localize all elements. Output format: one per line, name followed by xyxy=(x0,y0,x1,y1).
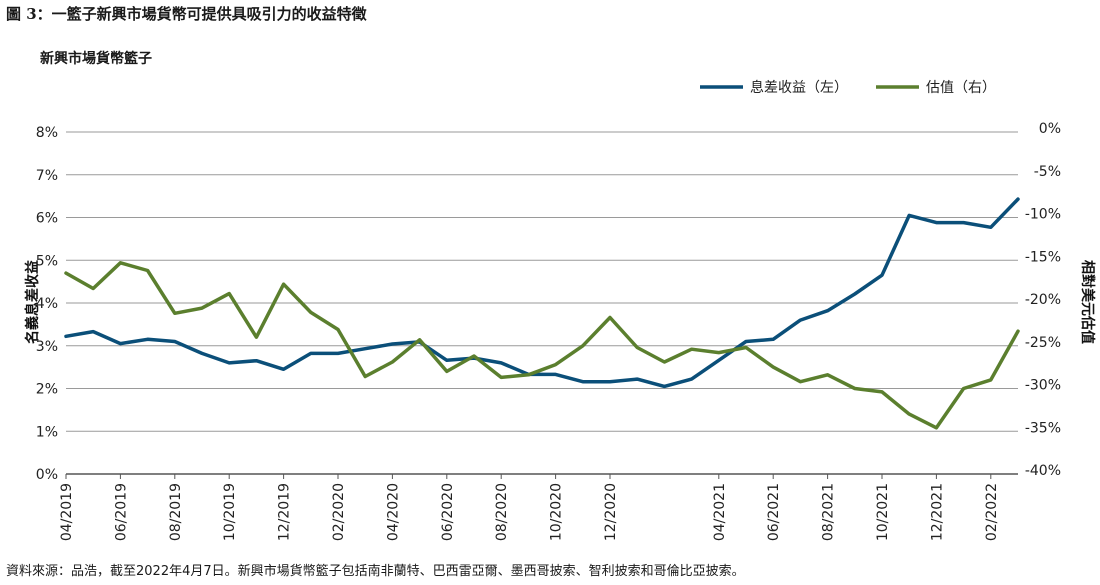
left-tick-label: 7% xyxy=(36,168,58,184)
right-tick-label: 0% xyxy=(1039,121,1061,137)
right-axis-title: 相對美元估值 xyxy=(1079,260,1096,344)
x-tick-label: 10/2020 xyxy=(549,483,565,541)
right-tick-label: -5% xyxy=(1034,164,1061,180)
series-line-carry xyxy=(64,197,1020,389)
x-tick-label: 04/2020 xyxy=(385,483,401,541)
left-tick-label: 8% xyxy=(36,125,58,141)
x-tick-label: 04/2021 xyxy=(712,483,728,541)
x-tick-label: 08/2020 xyxy=(494,483,510,541)
x-tick-label: 02/2020 xyxy=(331,483,347,541)
left-tick-label: 3% xyxy=(36,339,58,355)
right-tick-label: -25% xyxy=(1025,335,1061,351)
x-axis-ticks: 04/2019 06/2019 08/2019 10/2019 12/2019 02/20… xyxy=(59,474,1000,541)
x-tick-label: 12/2019 xyxy=(277,483,293,541)
left-axis-title: 名義息差收益 xyxy=(24,260,41,344)
left-tick-label: 4% xyxy=(36,296,58,312)
right-tick-label: -40% xyxy=(1025,463,1061,479)
x-tick-label: 06/2021 xyxy=(766,483,782,541)
x-tick-label: 06/2019 xyxy=(113,483,129,541)
legend-label-carry: 息差收益（左） xyxy=(750,79,848,96)
series-lines xyxy=(64,197,1020,430)
left-tick-label: 0% xyxy=(36,467,58,483)
x-tick-label: 10/2021 xyxy=(875,483,891,541)
chart-plot: 0%1%2%3%4%5%6%7%8% -40%-35%-30%-25%-20%-… xyxy=(24,79,1096,541)
x-tick-label: 08/2021 xyxy=(821,483,837,541)
right-tick-label: -15% xyxy=(1025,249,1061,265)
left-tick-label: 1% xyxy=(36,424,58,440)
right-tick-label: -20% xyxy=(1025,292,1061,308)
left-axis-ticks: 0% 1% 2% 3% 4% 5% 6% 7% 8% xyxy=(36,125,58,483)
right-tick-label: -30% xyxy=(1025,378,1061,394)
right-axis-ticks: -40% -35% -30% -25% -20% -15% -10% -5% 0% xyxy=(1025,121,1061,479)
left-tick-label: 2% xyxy=(36,382,58,398)
left-tick-label: 5% xyxy=(36,253,58,269)
x-tick-label: 06/2020 xyxy=(440,483,456,541)
chart-legend: 息差收益（左） 估值（右） xyxy=(700,79,996,96)
right-tick-label: -35% xyxy=(1025,420,1061,436)
x-tick-label: 02/2022 xyxy=(984,483,1000,541)
x-tick-label: 12/2021 xyxy=(929,483,945,541)
figure-title: 圖 3：一籃子新興市場貨幣可提供具吸引力的收益特徵 xyxy=(6,5,367,23)
chart-subtitle: 新興市場貨幣籃子 xyxy=(40,51,152,67)
x-tick-label: 04/2019 xyxy=(59,483,75,541)
source-note: 資料來源：品浩，截至2022年4月7日。新興市場貨幣籃子包括南非蘭特、巴西雷亞爾… xyxy=(6,564,745,579)
right-tick-label: -10% xyxy=(1025,207,1061,223)
left-tick-label: 6% xyxy=(36,211,58,227)
x-tick-label: 10/2019 xyxy=(222,483,238,541)
legend-label-valuation: 估值（右） xyxy=(926,80,996,96)
x-tick-label: 12/2020 xyxy=(603,483,619,541)
series-line-valuation xyxy=(64,261,1020,430)
x-tick-label: 08/2019 xyxy=(168,483,184,541)
